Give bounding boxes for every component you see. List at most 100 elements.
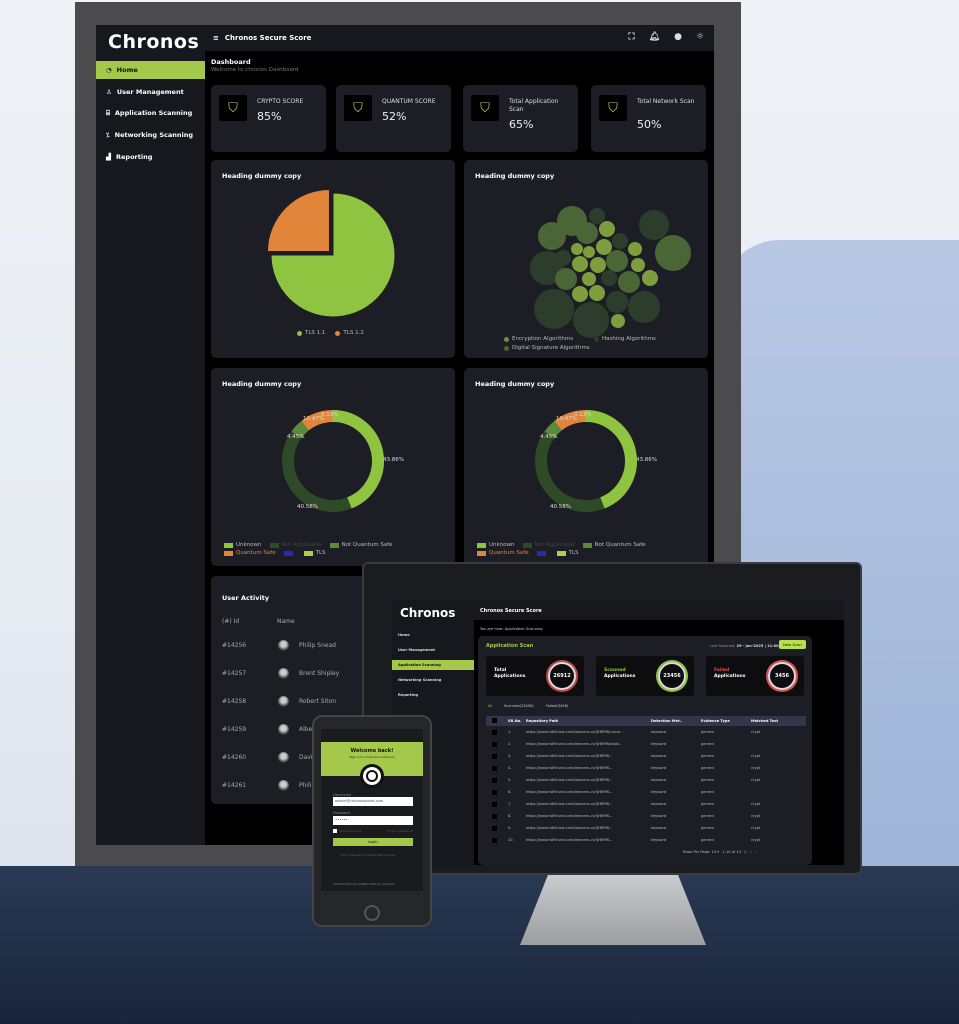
data-label: 10.47% [303,416,324,422]
select-all-checkbox[interactable] [492,718,497,723]
row-checkbox[interactable] [492,754,497,759]
bubble [642,270,658,286]
sidebar-item-application-scanning[interactable]: ⌸ Application Scanning [106,108,193,118]
remember-checkbox[interactable] [333,829,337,833]
row-checkbox[interactable] [492,838,497,843]
legend-item[interactable]: TLS [303,550,326,556]
legend-item[interactable] [283,550,296,556]
row-checkbox[interactable] [492,802,497,807]
sidebar-item-home[interactable]: ◔ Home [96,61,205,79]
data-label: 4.45% [540,434,557,440]
password-input[interactable]: •••••• [333,816,413,825]
row-checkbox[interactable] [492,826,497,831]
bubble [631,258,645,272]
row-checkbox[interactable] [492,778,497,783]
bubble [628,291,660,323]
sidebar-item-networking-scanning[interactable]: ⁒ Networking Scanning [106,131,194,139]
repo-link[interactable]: https://www.hdfcfund.com/learners-cs/QHB… [526,790,613,794]
bubble [576,222,598,244]
logo: Chronos [400,606,456,620]
bubble [534,289,574,329]
next-page-button[interactable]: › [755,850,757,854]
bubble [582,272,596,286]
bubble-chart [530,206,691,338]
bell-icon[interactable]: 🔔︎ [648,32,661,42]
tab[interactable]: Scanned(23456) [504,704,534,708]
sidebar-item[interactable]: User Management [398,648,435,652]
users-icon: ♙ [106,88,112,96]
sidebar-item-user-management[interactable]: ♙ User Management [106,88,184,96]
username-input[interactable]: admin@chronosboard.com [333,797,413,806]
row-checkbox[interactable] [492,730,497,735]
data-label: 0.13% [321,412,338,418]
sidebar: Chronos ◔ Home ♙ User Management ⌸ Applicat… [96,25,205,845]
row-checkbox[interactable] [492,814,497,819]
shield-check-icon: ⛉ [344,95,372,121]
login-button[interactable]: Login [333,838,413,846]
new-scan-button[interactable]: New Scan [779,640,806,649]
repo-link[interactable]: https://www.hdfcfund.com/learners-cs/QHB… [526,838,613,842]
pie-chart-panel: Heading dummy copy TLS 1.1 TLS 1.2 [211,160,455,358]
login-screen: Welcome back! Sign in to continue to Chr… [321,729,423,891]
sidebar-item[interactable]: Home [398,633,410,637]
rows-per-page-select[interactable]: 10 ▾ [711,850,719,854]
stat-ring: 26912 [548,662,576,690]
menu-icon[interactable]: ≡ [213,34,219,42]
column-header: (#) Id [222,618,240,625]
legend-item: Digital Signature Algorithms [504,345,590,351]
donut-segment [332,410,384,509]
donut-segment [301,410,333,431]
app-title: Chronos Secure Score [480,608,542,614]
tab[interactable]: All [488,704,493,708]
bubble [572,286,588,302]
sidebar-item[interactable]: Networking Scanning [398,678,442,682]
sidebar-item[interactable]: Reporting [398,693,419,697]
pie-chart [266,188,396,318]
column-header: Matched Text [751,719,779,723]
row-checkbox[interactable] [492,790,497,795]
legend-item[interactable]: Quantum Safe [477,550,529,556]
legend-item[interactable]: TLS [556,550,579,556]
bubble [583,246,595,258]
home-button[interactable] [364,905,380,921]
row-checkbox[interactable] [492,766,497,771]
legend-item[interactable]: Not Applicable [522,542,575,548]
theme-icon[interactable]: ☼ [695,32,704,42]
logo: Chronos [108,31,200,53]
forgot-password-link[interactable]: Forgot password? [387,829,414,833]
donut-segment [291,421,309,439]
row-checkbox[interactable] [492,742,497,747]
data-label: 40.58% [550,504,571,510]
first-page-button[interactable]: |‹ [744,850,747,854]
tab[interactable]: Failed(3456) [546,704,569,708]
repo-link[interactable]: https://www.hdfcfund.com/learners-cs/QHB… [526,778,613,782]
legend-item[interactable]: Not Applicable [269,542,322,548]
sidebar-item-reporting[interactable]: ▟ Reporting [106,153,153,161]
breadcrumb: You are here: Application Scanning [480,627,543,631]
fullscreen-icon[interactable]: ⛶ [628,32,635,42]
bubble-chart-panel: Heading dummy copy Encryption Algorithms… [464,160,708,358]
repo-link[interactable]: https://www.hdfcfund.com/learners-cs/QHB… [526,742,623,746]
repo-link[interactable]: https://www.hdfcfund.com/learners-cs/QHB… [526,766,613,770]
legend-item[interactable]: Unknown [224,542,262,548]
prev-page-button[interactable]: ‹ [750,850,752,854]
shield-check-icon: ⛉ [471,95,499,121]
legend-item[interactable] [536,550,549,556]
application-scan-panel: Application Scan Last Scanned: 29 - Jan-… [478,636,812,865]
phone: Welcome back! Sign in to continue to Chr… [312,715,432,927]
repo-link[interactable]: https://www.hdfcfund.com/learners-cs/QHB… [526,754,613,758]
repo-link[interactable]: https://www.hdfcfund.com/learners-cs/QHB… [526,730,624,734]
repo-link[interactable]: https://www.hdfcfund.com/learners-cs/QHB… [526,826,613,830]
legend-item[interactable]: Not Quantum Safe [582,542,646,548]
sidebar-item[interactable]: Application Scanning [392,660,474,670]
legend-item[interactable]: Quantum Safe [224,550,276,556]
signup-link[interactable]: Signup now [377,853,396,857]
repo-link[interactable]: https://www.hdfcfund.com/learners-cs/QHB… [526,814,613,818]
bubble [611,314,625,328]
legend-item[interactable]: Unknown [477,542,515,548]
legend-item[interactable]: Not Quantum Safe [329,542,393,548]
panel-heading: Application Scan [486,643,534,649]
bubble [538,222,566,250]
repo-link[interactable]: https://www.hdfcfund.com/learners-cs/QHB… [526,802,613,806]
user-icon[interactable]: ● [674,32,682,42]
